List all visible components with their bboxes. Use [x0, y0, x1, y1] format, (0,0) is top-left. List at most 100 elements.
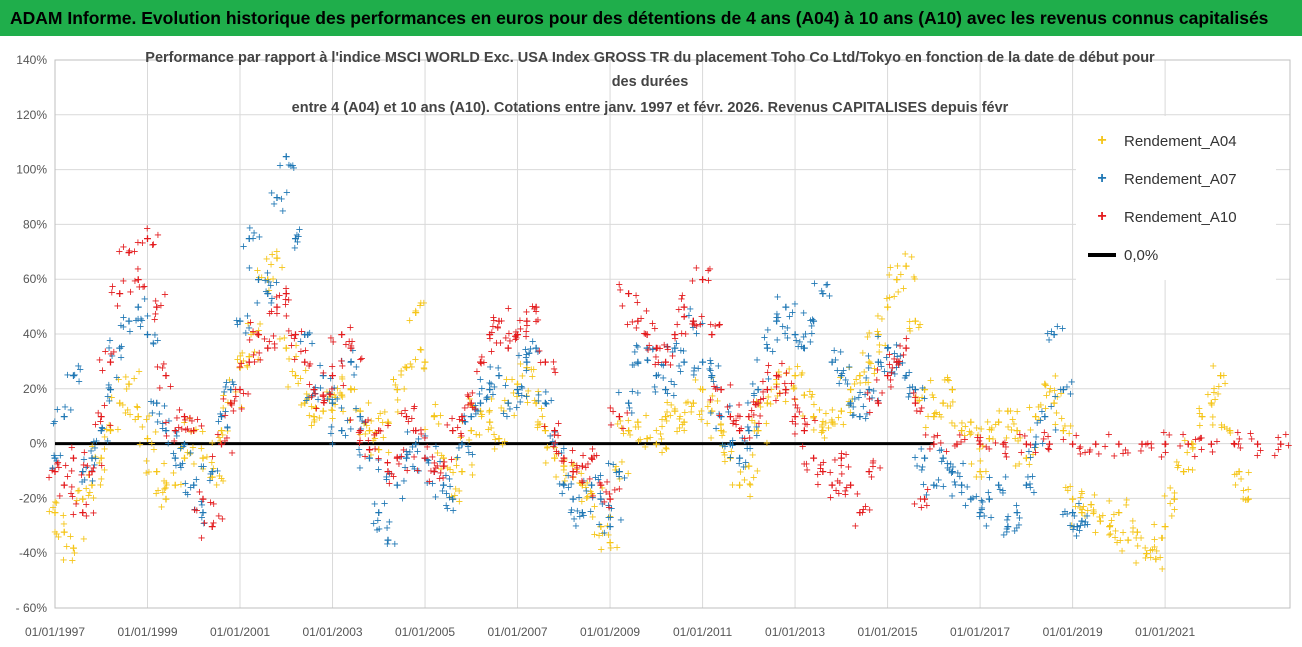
data-point-halo: +: [670, 380, 678, 391]
data-point-halo: +: [798, 342, 806, 353]
data-point-halo: +: [690, 366, 698, 377]
data-point-halo: +: [311, 404, 319, 415]
data-point-halo: +: [393, 395, 401, 406]
plot-frame: [54, 59, 1291, 609]
data-point: +: [559, 460, 568, 473]
data-point-halo: +: [106, 336, 114, 347]
data-point-halo: +: [634, 388, 642, 399]
legend-item-a04: + Rendement_A04: [1086, 122, 1276, 160]
data-point-halo: +: [391, 539, 399, 550]
data-point-halo: +: [310, 417, 318, 428]
data-point-halo: +: [315, 413, 323, 424]
data-point-halo: +: [122, 384, 130, 395]
data-point-halo: +: [901, 249, 909, 260]
data-point-halo: +: [510, 411, 518, 422]
data-point-halo: +: [886, 262, 894, 273]
data-point: +: [846, 383, 855, 396]
data-point-halo: +: [360, 419, 368, 430]
data-point-halo: +: [912, 392, 920, 403]
data-point-halo: +: [1011, 434, 1019, 445]
data-point: +: [975, 438, 984, 451]
data-point-halo: +: [56, 451, 64, 462]
data-point-halo: +: [776, 388, 784, 399]
data-point-halo: +: [534, 387, 542, 398]
data-point-halo: +: [105, 383, 113, 394]
data-point-halo: +: [781, 328, 789, 339]
data-point-halo: +: [1026, 440, 1034, 451]
data-point-halo: +: [100, 444, 108, 455]
data-point-halo: +: [663, 342, 671, 353]
data-point-halo: +: [937, 412, 945, 423]
data-point: +: [559, 451, 568, 464]
data-point-halo: +: [529, 337, 537, 348]
data-point-halo: +: [687, 402, 695, 413]
data-point-halo: +: [385, 479, 393, 490]
data-point: +: [541, 397, 550, 410]
data-point-halo: +: [138, 422, 146, 433]
data-point-halo: +: [218, 514, 226, 525]
data-point-halo: +: [273, 246, 281, 257]
data-point-halo: +: [330, 383, 338, 394]
data-point-halo: +: [1013, 406, 1021, 417]
data-point-halo: +: [746, 443, 754, 454]
data-point-halo: +: [494, 363, 502, 374]
data-point-halo: +: [338, 392, 346, 403]
data-point-halo: +: [924, 485, 932, 496]
data-point: +: [309, 383, 318, 396]
data-point-halo: +: [667, 400, 675, 411]
data-point-halo: +: [982, 442, 990, 453]
data-point: +: [300, 397, 309, 410]
data-point: +: [874, 355, 883, 368]
data-point-halo: +: [410, 452, 418, 463]
data-point-halo: +: [230, 396, 238, 407]
data-point-halo: +: [675, 423, 683, 434]
data-point: +: [217, 438, 226, 451]
data-point-halo: +: [1166, 483, 1174, 494]
data-point-halo: +: [1110, 509, 1118, 520]
data-point: +: [679, 355, 688, 368]
data-point-halo: +: [1051, 371, 1059, 382]
data-point-halo: +: [575, 492, 583, 503]
data-point-halo: +: [806, 316, 814, 327]
data-point-halo: +: [432, 463, 440, 474]
data-point: +: [245, 350, 254, 363]
data-point-halo: +: [651, 359, 659, 370]
data-point-halo: +: [319, 397, 327, 408]
data-point-halo: +: [887, 368, 895, 379]
data-point: +: [346, 342, 355, 355]
data-point-halo: +: [721, 441, 729, 452]
data-point-halo: +: [919, 480, 927, 491]
data-point-halo: +: [783, 333, 791, 344]
data-point: +: [1003, 520, 1012, 533]
data-point-halo: +: [567, 505, 575, 516]
data-point: +: [180, 451, 189, 464]
data-point-halo: +: [489, 312, 497, 323]
data-point-halo: +: [530, 304, 538, 315]
data-point-halo: +: [749, 379, 757, 390]
data-point-halo: +: [276, 161, 284, 172]
data-point: +: [235, 361, 244, 374]
data-point-halo: +: [659, 360, 667, 371]
data-point-halo: +: [811, 416, 819, 427]
data-point-halo: +: [570, 514, 578, 525]
data-point-halo: +: [908, 382, 916, 393]
data-point-halo: +: [605, 502, 613, 513]
data-point-halo: +: [431, 492, 439, 503]
data-point-halo: +: [836, 373, 844, 384]
data-point-halo: +: [475, 430, 483, 441]
data-point-halo: +: [833, 366, 841, 377]
data-point-halo: +: [864, 351, 872, 362]
data-point-halo: +: [182, 425, 190, 436]
data-point: +: [929, 410, 938, 423]
data-point-halo: +: [374, 453, 382, 464]
data-point-halo: +: [1062, 482, 1070, 493]
data-point: +: [901, 260, 910, 273]
data-point-halo: +: [652, 352, 660, 363]
data-point-halo: +: [518, 390, 526, 401]
data-point-halo: +: [1196, 421, 1204, 432]
data-point-halo: +: [327, 333, 335, 344]
data-point-halo: +: [119, 242, 127, 253]
data-point: +: [1073, 520, 1082, 533]
data-point: +: [790, 410, 799, 423]
data-point-halo: +: [282, 311, 290, 322]
